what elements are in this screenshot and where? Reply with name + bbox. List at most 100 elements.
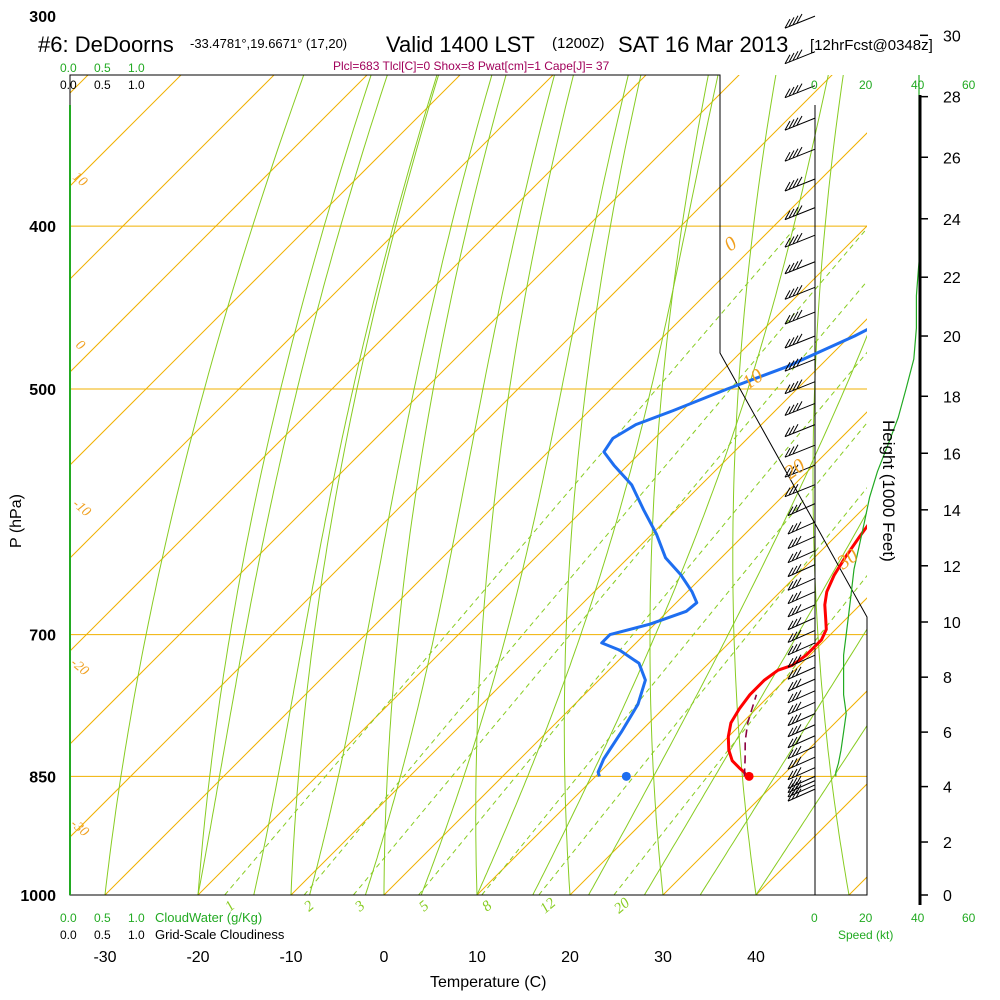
wind-barb-flag [791, 781, 798, 792]
wind-barb [784, 444, 816, 458]
wind-barb-flag [792, 234, 799, 245]
wind-barb-flag [791, 703, 798, 713]
temperature-tick: -30 [93, 949, 116, 966]
wind-barb-flag [787, 791, 794, 802]
wind-barb-flag [796, 176, 803, 187]
cloudiness-label: Grid-Scale Cloudiness [155, 927, 285, 942]
isotherm-line [70, 75, 275, 280]
wind-barb-flag [791, 768, 798, 779]
isotherm-label-r0: 0 [720, 232, 741, 256]
speed-tick-bottom-3: 60 [962, 911, 976, 925]
thermo-grid [70, 75, 867, 895]
dry-adiabat [104, 75, 305, 895]
wind-barb-flag [788, 52, 795, 63]
wind-barb-flag [791, 592, 798, 603]
wind-barb-flag [788, 313, 795, 323]
wind-barb-flag [787, 759, 794, 770]
isotherm-line [70, 75, 182, 187]
moist-adiabat [643, 511, 867, 895]
isotherm-line [70, 75, 368, 373]
height-tick-label: 8 [943, 670, 952, 687]
cloudiness-tick-top-1: 0.5 [94, 78, 111, 92]
wind-barb [784, 311, 816, 325]
wind-barb-flag [787, 620, 794, 630]
wind-barb-flag [787, 779, 794, 789]
height-tick-label: 20 [943, 329, 961, 346]
wind-barb [784, 85, 816, 99]
wind-barb-flag [788, 262, 795, 273]
cloudiness-tick-top-0: 0.0 [60, 78, 77, 92]
isotherm-label-l1: 0 [72, 338, 87, 354]
mixing-ratio-label-5: 12 [537, 895, 559, 917]
wind-barb-flag [787, 524, 794, 535]
wind-barb-flag [796, 146, 803, 157]
wind-barb-flag [796, 83, 803, 93]
mixing-ratio-label-1: 2 [301, 898, 317, 915]
wind-barb-flag [796, 284, 803, 295]
wind-barb-flag [792, 423, 799, 434]
wind-barb-flag [792, 358, 799, 369]
wind-barb-flag [784, 427, 791, 437]
pressure-tick-1000: 1000 [20, 888, 56, 905]
wind-barb-flag [792, 85, 799, 95]
dry-adiabat [563, 75, 642, 895]
stability-indices: Plcl=683 Tlcl[C]=0 Shox=8 Pwat[cm]=1 Cap… [333, 59, 610, 73]
wind-barb-flag [791, 643, 798, 654]
mixing-ratio-line [303, 227, 867, 895]
isotherm-line [383, 411, 867, 895]
wind-barb-flag [795, 521, 802, 531]
isotherm-line [70, 75, 461, 466]
speed-tick-bottom-0: 0 [811, 911, 818, 925]
wind-barb-flag [792, 444, 799, 455]
moist-adiabat [476, 75, 719, 895]
wind-barb-flag [784, 54, 791, 64]
wind-barb-flag [792, 311, 799, 321]
isotherm-label-r1: 10 [738, 365, 767, 394]
wind-barb-flag [795, 690, 802, 700]
wind-barb [784, 402, 816, 416]
wind-barb-flag [787, 633, 794, 643]
wind-barb-flag [796, 49, 803, 59]
wind-barb-flag [792, 261, 799, 271]
wind-barb-flag [788, 446, 795, 456]
height-tick-label: 18 [943, 389, 961, 406]
wind-barb-flag [784, 467, 791, 478]
utc-time: (1200Z) [552, 35, 605, 52]
cloudiness-tick-bottom-1: 0.5 [94, 928, 111, 942]
wind-barb-flag [796, 205, 803, 215]
wind-barb-flag [795, 654, 802, 665]
isotherm-line [476, 504, 867, 895]
moist-adiabat [532, 75, 829, 895]
wind-barb [784, 15, 816, 29]
pressure-tick-300: 300 [29, 9, 56, 26]
wind-barb-flag [784, 181, 791, 192]
moist-adiabat [253, 75, 438, 895]
cloudwater-label: CloudWater (g/Kg) [155, 910, 262, 925]
wind-barb-flag [787, 607, 794, 618]
height-tick-label: 22 [943, 270, 961, 287]
height-axis-title: Height (1000 Feet) [879, 420, 898, 562]
isotherm-line [848, 876, 867, 895]
wind-barb-flag [791, 656, 798, 666]
isotherm-label-l2: -10 [69, 497, 93, 520]
temperature-tick: 30 [654, 949, 672, 966]
cloudwater-tick-bottom-0: 0.0 [60, 911, 77, 925]
forecast-info: [12hrFcst@0348z] [810, 37, 933, 54]
mixing-ratio-label-6: 20 [611, 895, 633, 917]
wind-barb-flag [784, 264, 791, 274]
wind-barb-flag [795, 756, 802, 767]
speed-tick-bottom-1: 20 [859, 911, 873, 925]
isotherm-line [104, 132, 867, 895]
cloudiness-tick-top-2: 1.0 [128, 78, 145, 92]
mixing-ratio-label-2: 3 [352, 898, 369, 916]
wind-barb-flag [788, 288, 795, 298]
wind-barb-flag [795, 678, 802, 688]
moist-adiabat [588, 334, 867, 895]
speed-tick-top-0: 0 [811, 78, 818, 92]
wind-barb [784, 207, 816, 221]
isotherm-line [70, 75, 647, 652]
wind-barb-flag [795, 502, 802, 513]
wind-barb-flag [792, 178, 799, 188]
wind-barb-flag [792, 286, 799, 297]
height-tick-label: 12 [943, 559, 961, 576]
